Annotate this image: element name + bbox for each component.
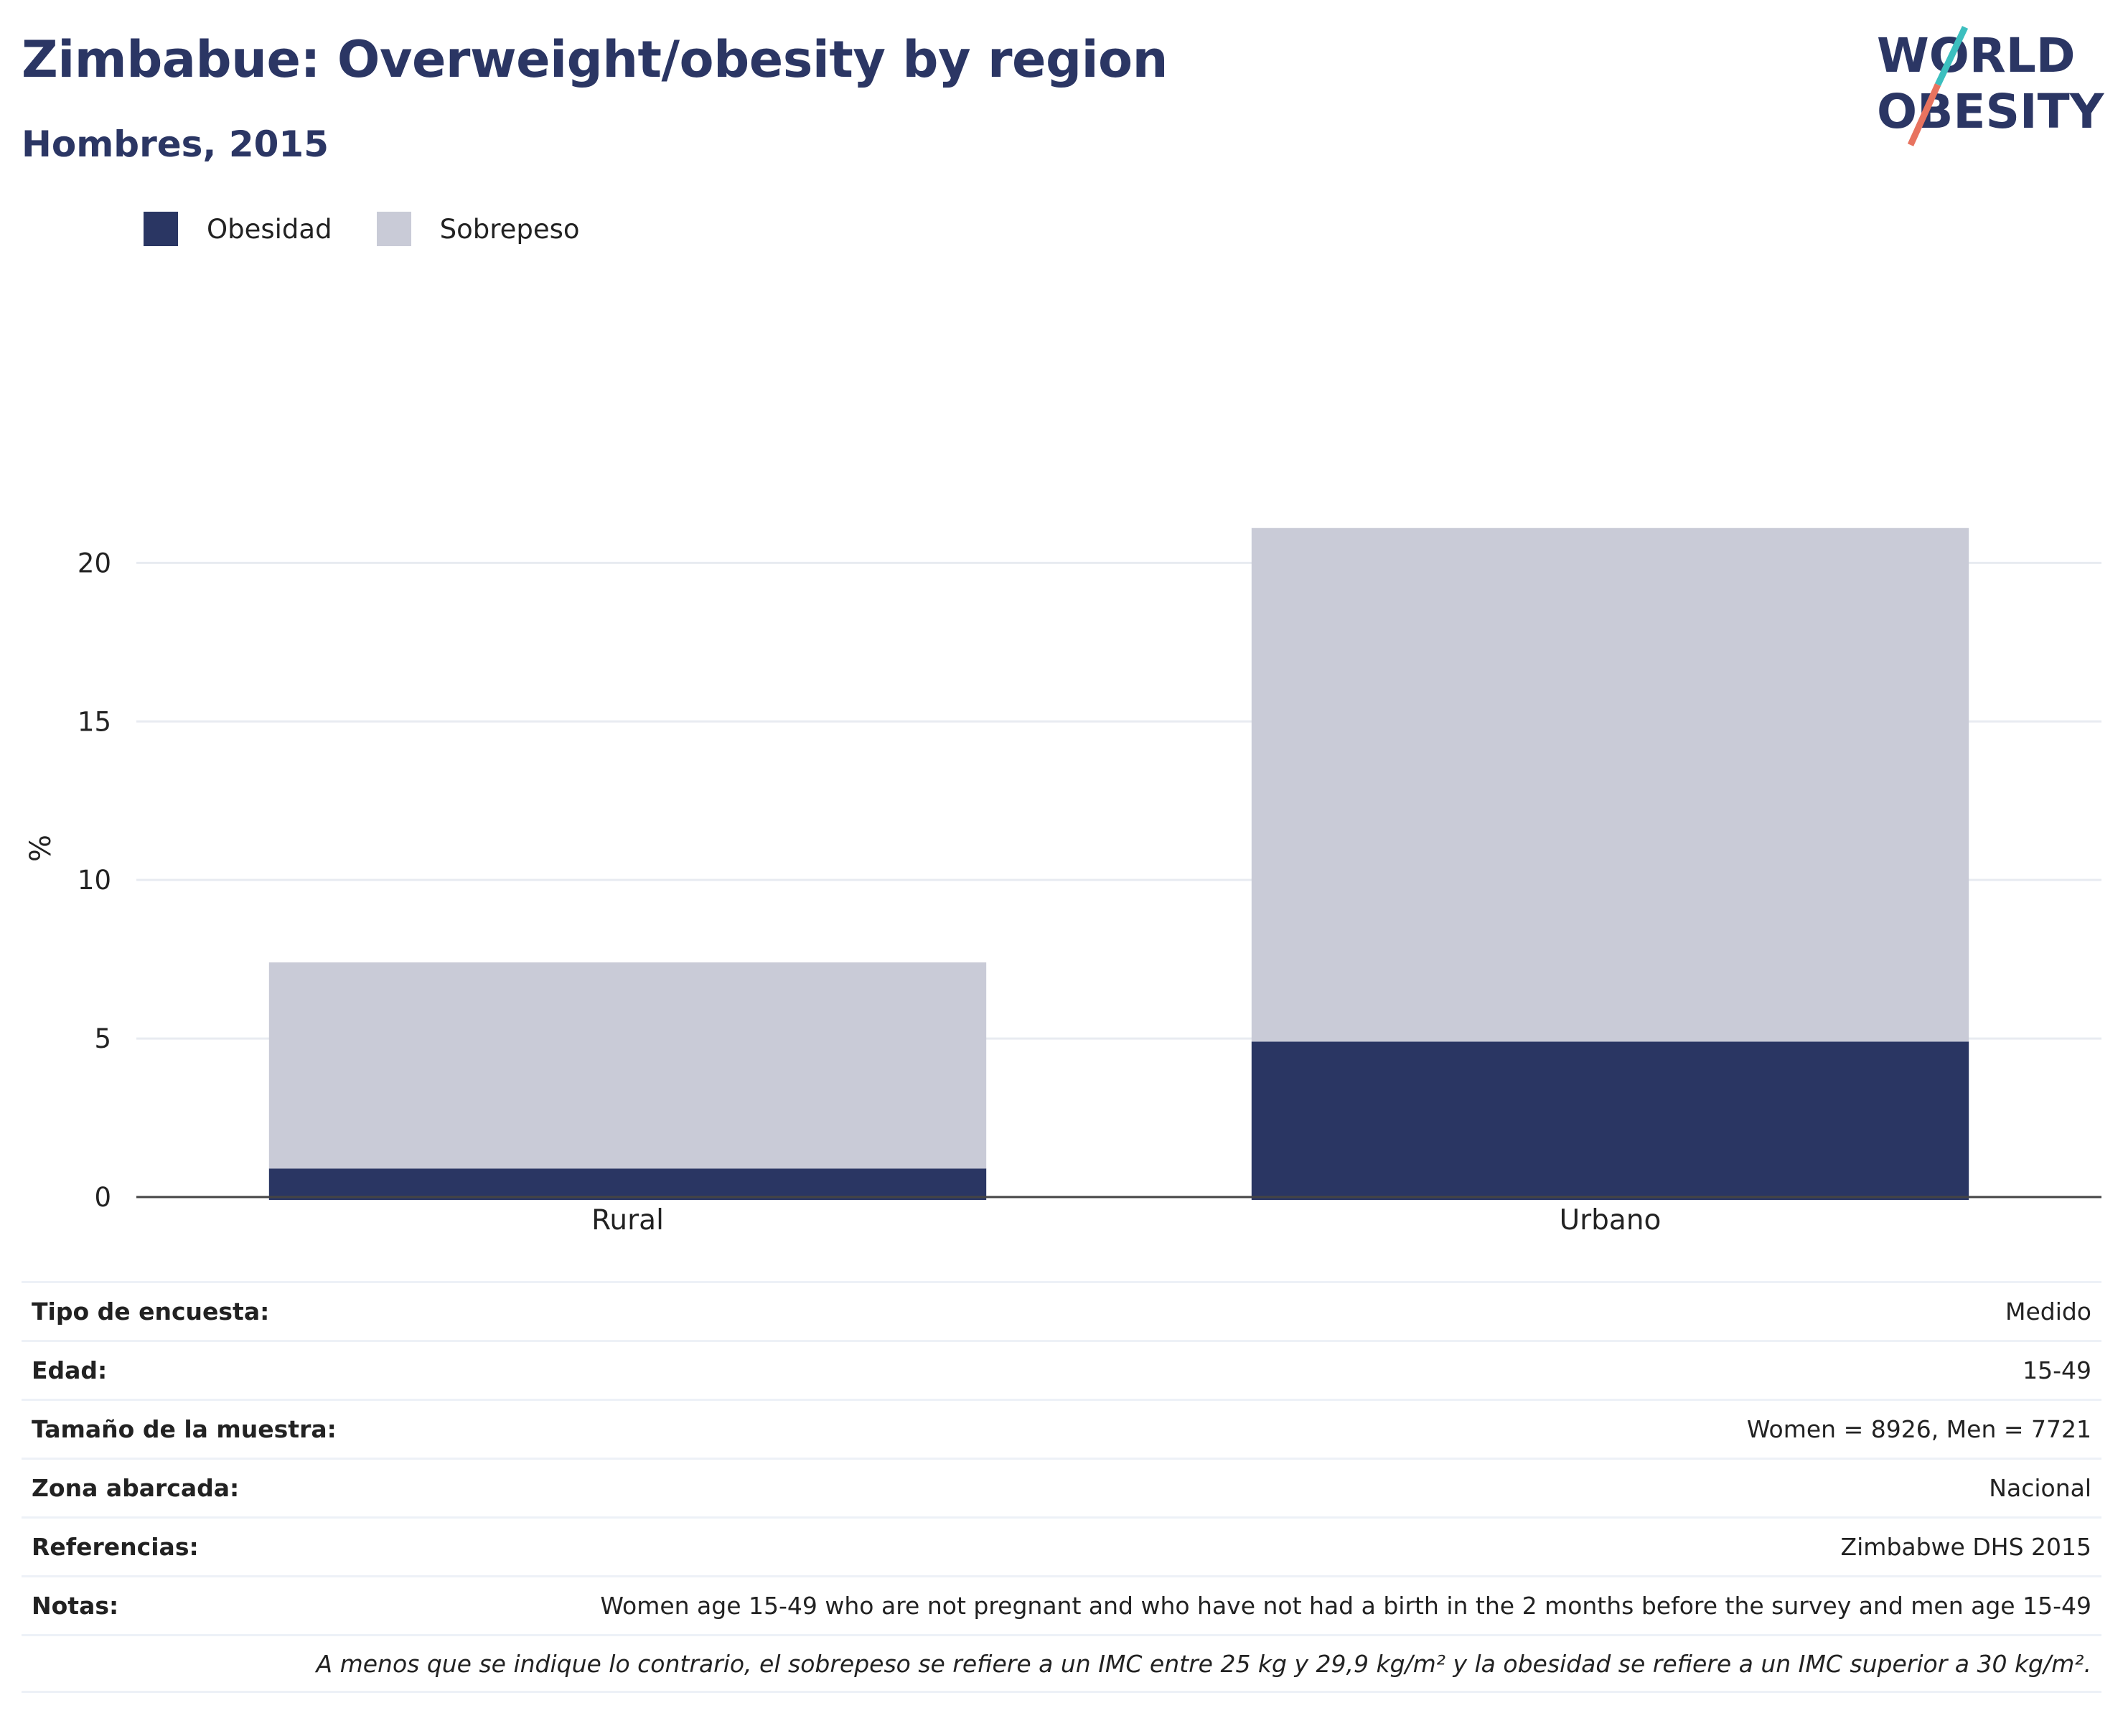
info-value: Nacional [1989, 1474, 2091, 1502]
chart-title: Zimbabue: Overweight/obesity by region [22, 30, 1168, 89]
y-tick-label: 15 [78, 706, 111, 737]
info-row-sample-size: Tamaño de la muestra: Women = 8926, Men … [22, 1399, 2101, 1458]
svg-text:OBESITY: OBESITY [1877, 84, 2105, 139]
bar-obesidad-rural [268, 1168, 987, 1200]
info-label: Referencias: [32, 1533, 199, 1561]
y-axis-label: % [24, 835, 57, 862]
legend-swatch-sobrepeso [376, 212, 411, 246]
bar-sobrepeso-rural [268, 962, 987, 1169]
legend-item-sobrepeso: Sobrepeso [376, 212, 580, 246]
info-label: Notas: [32, 1592, 119, 1620]
world-obesity-logo: WORLD OBESITY [1877, 26, 2105, 146]
info-label: Tamaño de la muestra: [32, 1415, 337, 1443]
info-value: Zimbabwe DHS 2015 [1840, 1533, 2091, 1561]
y-tick-label: 10 [78, 865, 111, 896]
bar-chart: 0 5 10 15 20% Rural Urbano [24, 527, 2101, 1237]
info-row-notes: Notas: Women age 15-49 who are not pregn… [22, 1575, 2101, 1634]
y-tick-label: 0 [94, 1182, 111, 1213]
info-value: Women = 8926, Men = 7721 [1746, 1415, 2091, 1443]
info-value: Medido [2005, 1298, 2091, 1326]
info-row-coverage: Zona abarcada: Nacional [22, 1458, 2101, 1516]
bar-obesidad-urbano [1251, 1041, 1969, 1200]
info-value: 15-49 [2023, 1356, 2091, 1384]
info-table: Tipo de encuesta: Medido Edad: 15-49 Tam… [22, 1281, 2101, 1693]
info-row-age: Edad: 15-49 [22, 1340, 2101, 1399]
svg-text:WORLD: WORLD [1877, 28, 2076, 83]
info-label: Edad: [32, 1356, 108, 1384]
bar-sobrepeso-urbano [1251, 527, 1969, 1042]
y-tick-label: 20 [78, 548, 111, 578]
x-tick-label: Urbano [1560, 1204, 1662, 1237]
chart-subtitle: Hombres, 2015 [22, 123, 329, 165]
y-tick-label: 5 [94, 1023, 111, 1054]
legend-label: Obesidad [207, 213, 332, 245]
chart-legend: Obesidad Sobrepeso [144, 212, 624, 246]
legend-label: Sobrepeso [439, 213, 580, 245]
legend-swatch-obesidad [144, 212, 178, 246]
info-row-references: Referencias: Zimbabwe DHS 2015 [22, 1516, 2101, 1575]
definition-note: A menos que se indique lo contrario, el … [22, 1634, 2101, 1693]
info-label: Zona abarcada: [32, 1474, 240, 1502]
info-row-survey-type: Tipo de encuesta: Medido [22, 1281, 2101, 1340]
legend-item-obesidad: Obesidad [144, 212, 332, 246]
info-label: Tipo de encuesta: [32, 1298, 270, 1326]
info-value: Women age 15-49 who are not pregnant and… [600, 1592, 2091, 1620]
note-text: A menos que se indique lo contrario, el … [316, 1649, 2091, 1678]
x-tick-label: Rural [591, 1204, 664, 1237]
